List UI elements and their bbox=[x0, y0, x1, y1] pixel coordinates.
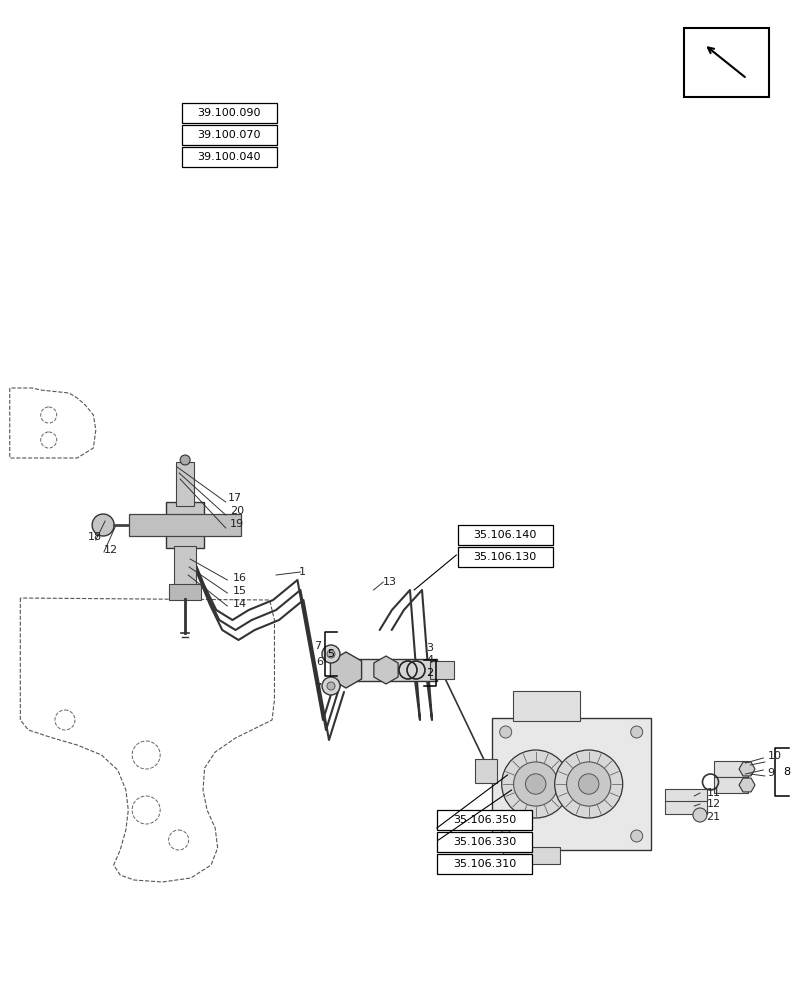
FancyBboxPatch shape bbox=[169, 584, 201, 600]
Text: 3: 3 bbox=[426, 643, 432, 653]
FancyBboxPatch shape bbox=[182, 103, 277, 123]
Polygon shape bbox=[738, 778, 754, 792]
Polygon shape bbox=[373, 656, 397, 684]
FancyBboxPatch shape bbox=[174, 546, 196, 586]
Text: 7: 7 bbox=[314, 683, 320, 693]
Text: 35.106.140: 35.106.140 bbox=[473, 530, 536, 540]
Text: 10: 10 bbox=[766, 751, 780, 761]
Text: 6: 6 bbox=[315, 657, 323, 667]
Text: 5: 5 bbox=[327, 649, 334, 659]
Text: 16: 16 bbox=[233, 573, 247, 583]
Text: 13: 13 bbox=[383, 577, 397, 587]
Text: 9: 9 bbox=[766, 768, 774, 778]
FancyBboxPatch shape bbox=[182, 147, 277, 167]
Text: 21: 21 bbox=[706, 812, 719, 822]
Text: 2: 2 bbox=[426, 668, 433, 678]
Text: 17: 17 bbox=[227, 493, 241, 503]
FancyBboxPatch shape bbox=[176, 462, 194, 506]
Circle shape bbox=[322, 677, 340, 695]
Circle shape bbox=[577, 774, 599, 794]
FancyBboxPatch shape bbox=[502, 847, 559, 864]
Text: 39.100.070: 39.100.070 bbox=[197, 130, 260, 140]
Circle shape bbox=[630, 830, 642, 842]
Circle shape bbox=[501, 750, 569, 818]
Polygon shape bbox=[330, 652, 361, 688]
Text: 7: 7 bbox=[314, 641, 320, 651]
FancyBboxPatch shape bbox=[437, 854, 532, 874]
Text: 18: 18 bbox=[88, 532, 101, 542]
Text: 11: 11 bbox=[706, 788, 719, 798]
Text: 35.106.330: 35.106.330 bbox=[453, 837, 516, 847]
FancyBboxPatch shape bbox=[664, 789, 706, 802]
FancyBboxPatch shape bbox=[491, 718, 650, 850]
Text: 15: 15 bbox=[233, 586, 247, 596]
Circle shape bbox=[499, 726, 511, 738]
FancyBboxPatch shape bbox=[713, 777, 747, 793]
Circle shape bbox=[499, 830, 511, 842]
FancyBboxPatch shape bbox=[474, 759, 496, 783]
Circle shape bbox=[630, 726, 642, 738]
FancyBboxPatch shape bbox=[437, 832, 532, 852]
FancyBboxPatch shape bbox=[129, 514, 241, 536]
FancyBboxPatch shape bbox=[457, 547, 552, 567]
Circle shape bbox=[692, 808, 706, 822]
Text: 35.106.350: 35.106.350 bbox=[453, 815, 516, 825]
FancyBboxPatch shape bbox=[182, 125, 277, 145]
FancyBboxPatch shape bbox=[430, 661, 453, 679]
Text: 35.106.130: 35.106.130 bbox=[473, 552, 536, 562]
FancyBboxPatch shape bbox=[664, 801, 706, 814]
Circle shape bbox=[327, 650, 335, 658]
Text: 35.106.310: 35.106.310 bbox=[453, 859, 516, 869]
Text: 1: 1 bbox=[298, 567, 306, 577]
Circle shape bbox=[566, 762, 610, 806]
FancyBboxPatch shape bbox=[354, 659, 436, 681]
Circle shape bbox=[180, 455, 190, 465]
FancyBboxPatch shape bbox=[713, 761, 747, 777]
FancyBboxPatch shape bbox=[684, 28, 768, 97]
Text: 12: 12 bbox=[104, 545, 118, 555]
Text: 14: 14 bbox=[233, 599, 247, 609]
FancyBboxPatch shape bbox=[512, 691, 579, 721]
Circle shape bbox=[525, 774, 545, 794]
Circle shape bbox=[554, 750, 622, 818]
Text: 19: 19 bbox=[230, 519, 243, 529]
Circle shape bbox=[513, 762, 557, 806]
Text: 39.100.040: 39.100.040 bbox=[197, 152, 260, 162]
Circle shape bbox=[322, 645, 340, 663]
FancyBboxPatch shape bbox=[166, 502, 204, 548]
Text: 8: 8 bbox=[782, 767, 789, 777]
Text: 4: 4 bbox=[426, 655, 432, 665]
FancyBboxPatch shape bbox=[437, 810, 532, 830]
Circle shape bbox=[92, 514, 114, 536]
Circle shape bbox=[327, 682, 335, 690]
Text: 20: 20 bbox=[230, 506, 243, 516]
FancyBboxPatch shape bbox=[457, 525, 552, 545]
Polygon shape bbox=[738, 762, 754, 776]
Text: 12: 12 bbox=[706, 799, 719, 809]
Text: 39.100.090: 39.100.090 bbox=[197, 108, 260, 118]
